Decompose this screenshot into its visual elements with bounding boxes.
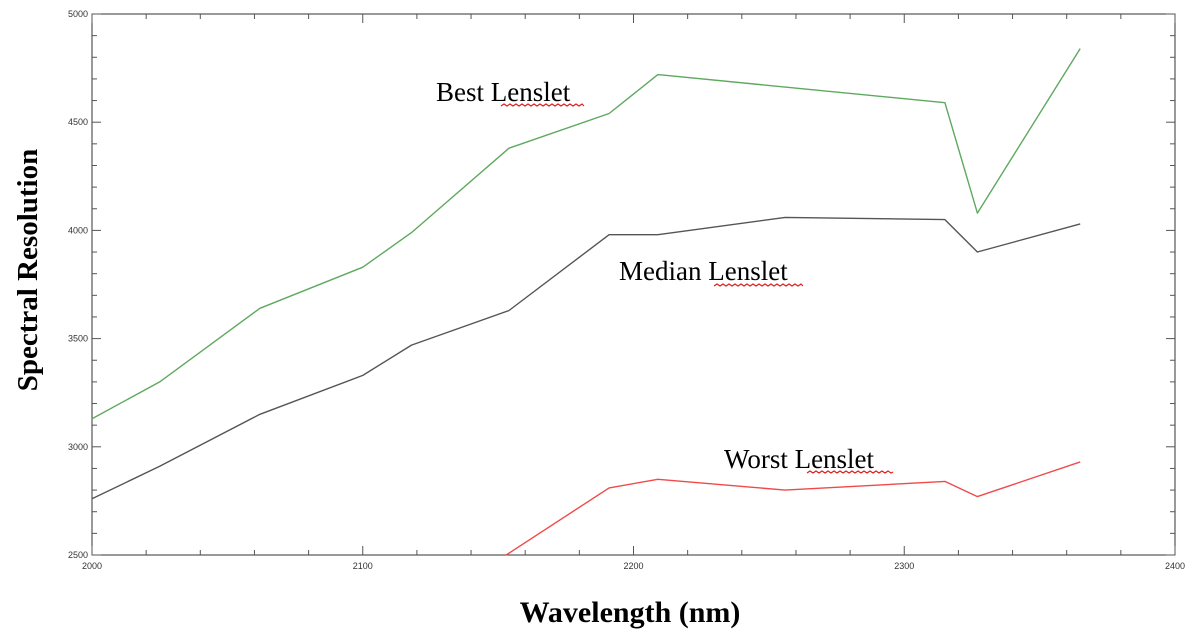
annotation-worst-lenslet: Worst Lenslet bbox=[724, 444, 875, 474]
series-line-best-lenslet bbox=[91, 48, 1081, 420]
series-line-median-lenslet bbox=[91, 216, 1081, 500]
y-tick-label: 2500 bbox=[68, 550, 88, 560]
tick-labels: 2000 2100 2200 2300 2400 2500 3000 3500 4000 4500… bbox=[68, 9, 1185, 571]
x-tick-label: 2400 bbox=[1165, 561, 1185, 571]
x-tick-label: 2200 bbox=[623, 561, 643, 571]
series-line-worst-lenslet bbox=[505, 461, 1081, 556]
y-tick-label: 5000 bbox=[68, 9, 88, 19]
x-tick-label: 2000 bbox=[82, 561, 102, 571]
x-axis-title: Wavelength (nm) bbox=[520, 596, 741, 629]
x-tick-label: 2100 bbox=[353, 561, 373, 571]
series-lines bbox=[91, 48, 1081, 556]
y-tick-label: 4000 bbox=[68, 225, 88, 235]
spellcheck-underline-median bbox=[713, 283, 804, 287]
annotation-median-lenslet: Median Lenslet bbox=[619, 256, 788, 286]
y-axis-title: Spectral Resolution bbox=[12, 149, 44, 391]
spellcheck-underline-best bbox=[500, 103, 585, 107]
y-tick-label: 3500 bbox=[68, 334, 88, 344]
x-tick-label: 2300 bbox=[894, 561, 914, 571]
y-tick-label: 4500 bbox=[68, 117, 88, 127]
tick-marks bbox=[91, 13, 1176, 556]
y-tick-label: 3000 bbox=[68, 442, 88, 452]
annotation-best-lenslet: Best Lenslet bbox=[436, 77, 571, 107]
spellcheck-underline-worst bbox=[806, 470, 894, 474]
